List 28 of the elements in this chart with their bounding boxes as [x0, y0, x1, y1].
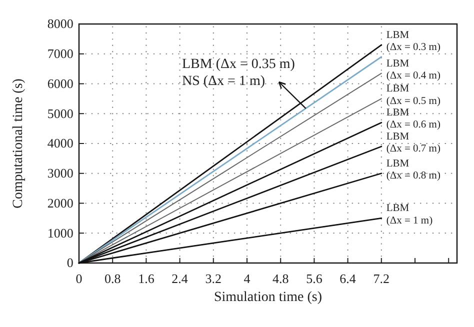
x-tick-label: 7.2: [373, 270, 390, 286]
series-label: LBM (Δx = 0.3 m): [386, 30, 441, 53]
y-tick-label: 2000: [47, 195, 74, 210]
series-label: LBM (Δx = 0.5 m): [386, 84, 441, 107]
series-label: LBM (Δx = 0.4 m): [386, 58, 441, 82]
x-tick-label: 0.8: [104, 270, 121, 286]
y-tick-label: 0: [66, 255, 74, 270]
y-tick-label: 4000: [47, 136, 74, 151]
annotation: LBM (Δx = 0.35 m) NS (Δx = 1 m): [182, 57, 296, 89]
x-tick-label: 2.4: [172, 270, 188, 286]
x-axis-title: Simulation time (s): [214, 290, 322, 305]
x-tick-label: 5.6: [306, 270, 323, 286]
y-tick-label: 1000: [47, 225, 74, 240]
x-tick-label: 6.4: [340, 270, 356, 286]
series-label: LBM (Δx = 0.7 m): [386, 131, 441, 155]
x-tick-label: 3.2: [205, 270, 222, 286]
x-tick-label: 4: [244, 270, 251, 286]
y-tick-label: 7000: [47, 46, 74, 62]
series-label: LBM (Δx = 0.6 m): [386, 108, 441, 131]
series-label: LBM (Δx = 1 m): [386, 203, 434, 226]
y-tick-label: 8000: [47, 16, 74, 32]
x-tick-label: 1.6: [138, 270, 155, 286]
y-tick-label: 6000: [47, 76, 74, 91]
y-tick-label: 3000: [47, 166, 74, 181]
x-tick-label: 4.8: [272, 270, 289, 286]
y-axis-title: Computational time (s): [11, 78, 26, 208]
series-label: LBM (Δx = 0.8 m): [386, 158, 441, 182]
y-tick-label: 5000: [47, 106, 74, 121]
